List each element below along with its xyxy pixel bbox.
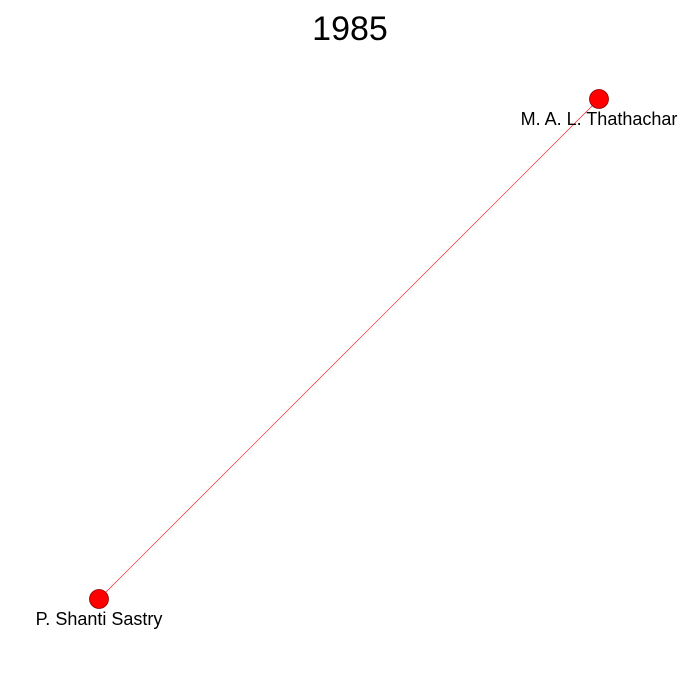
edges-layer [98,98,600,600]
graph-title: 1985 [312,10,388,48]
node-thathachar-marker [589,89,609,109]
node-sastry: P. Shanti Sastry [36,589,163,629]
edge-thathachar-sastry [98,98,600,600]
nodes-layer: M. A. L. Thathachar P. Shanti Sastry [36,89,678,629]
node-thathachar-label: M. A. L. Thathachar [521,109,678,129]
node-thathachar: M. A. L. Thathachar [521,89,678,129]
node-sastry-marker [89,589,109,609]
node-sastry-label: P. Shanti Sastry [36,609,163,629]
